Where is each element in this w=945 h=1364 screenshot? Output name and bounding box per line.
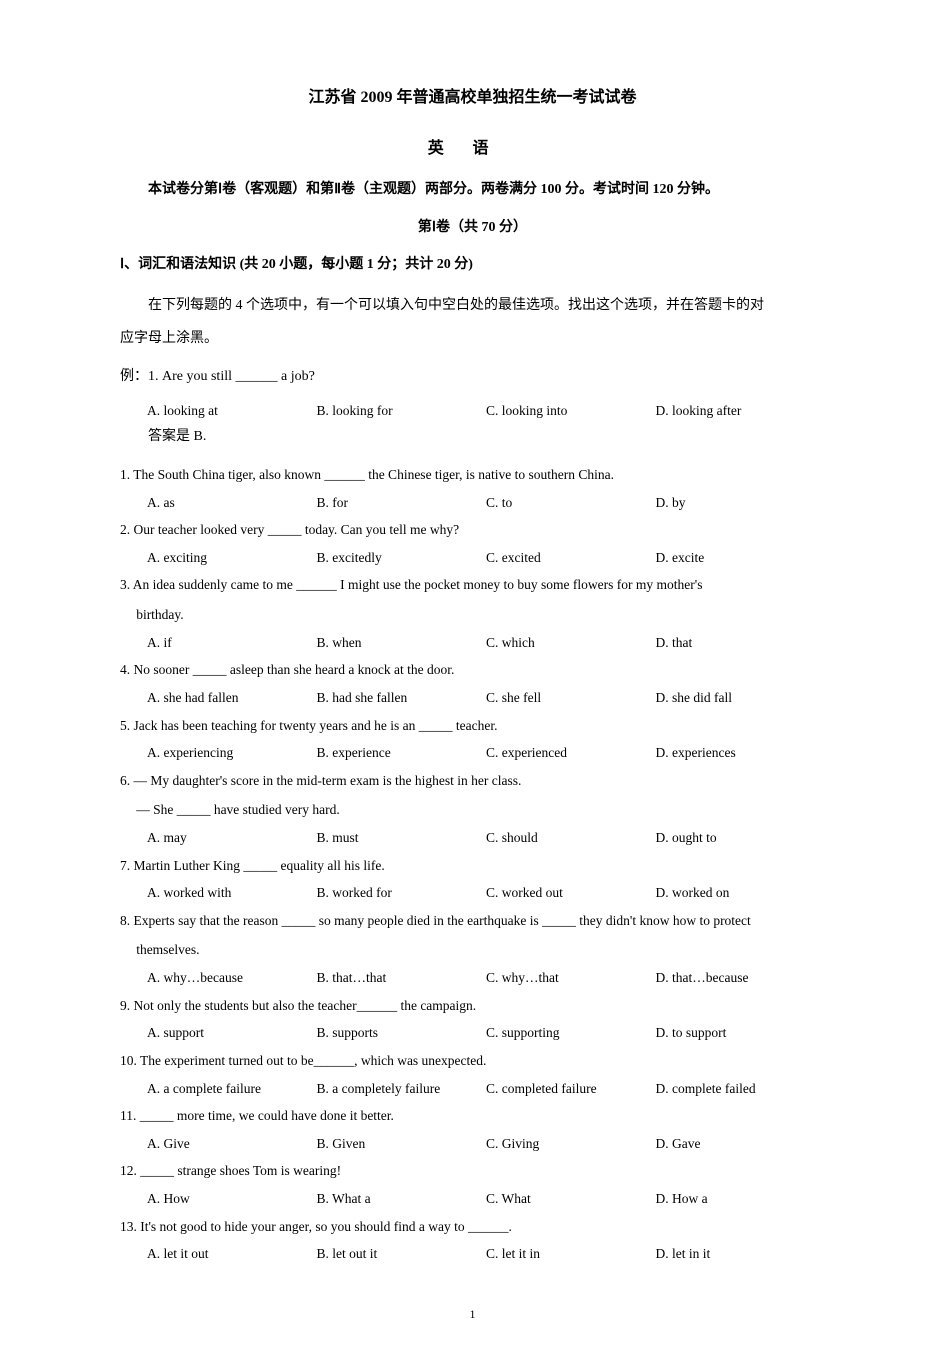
option-a: A. may: [147, 827, 317, 849]
option-c: C. supporting: [486, 1022, 656, 1044]
option-a: A. experiencing: [147, 742, 317, 764]
option-c: C. worked out: [486, 882, 656, 904]
question-options: A. ifB. whenC. whichD. that: [120, 632, 825, 654]
question-text: 6. — My daughter's score in the mid-term…: [120, 768, 825, 794]
option-b: B. Given: [317, 1133, 487, 1155]
question-text: 8. Experts say that the reason _____ so …: [120, 908, 825, 934]
option-b: B. when: [317, 632, 487, 654]
option-a: A. if: [147, 632, 317, 654]
option-c: C. to: [486, 492, 656, 514]
option-b: B. had she fallen: [317, 687, 487, 709]
example-option-d: D. looking after: [656, 400, 826, 422]
question-text: 1. The South China tiger, also known ___…: [120, 462, 825, 488]
option-d: D. let in it: [656, 1243, 826, 1265]
question-text-cont: themselves.: [120, 937, 825, 963]
question-options: A. excitingB. excitedlyC. excitedD. exci…: [120, 547, 825, 569]
option-c: C. Giving: [486, 1133, 656, 1155]
example-answer: 答案是 B.: [120, 426, 825, 448]
option-d: D. experiences: [656, 742, 826, 764]
question-text: 9. Not only the students but also the te…: [120, 993, 825, 1019]
option-d: D. that…because: [656, 967, 826, 989]
question-options: A. she had fallenB. had she fallenC. she…: [120, 687, 825, 709]
page-number: 1: [120, 1305, 825, 1324]
option-a: A. Give: [147, 1133, 317, 1155]
question-text: 12. _____ strange shoes Tom is wearing!: [120, 1158, 825, 1184]
question-options: A. worked withB. worked forC. worked out…: [120, 882, 825, 904]
option-d: D. by: [656, 492, 826, 514]
question-text: 7. Martin Luther King _____ equality all…: [120, 853, 825, 879]
question-options: A. asB. forC. toD. by: [120, 492, 825, 514]
question-text: 10. The experiment turned out to be_____…: [120, 1048, 825, 1074]
option-a: A. How: [147, 1188, 317, 1210]
question-options: A. supportB. supportsC. supportingD. to …: [120, 1022, 825, 1044]
example-option-a: A. looking at: [147, 400, 317, 422]
option-b: B. a completely failure: [317, 1078, 487, 1100]
option-a: A. a complete failure: [147, 1078, 317, 1100]
option-b: B. supports: [317, 1022, 487, 1044]
question-options: A. GiveB. GivenC. GivingD. Gave: [120, 1133, 825, 1155]
section-description-line2: 应字母上涂黑。: [120, 328, 825, 350]
section-description-line1: 在下列每题的 4 个选项中，有一个可以填入句中空白处的最佳选项。找出这个选项，并…: [120, 291, 825, 322]
option-b: B. worked for: [317, 882, 487, 904]
option-c: C. experienced: [486, 742, 656, 764]
question-text-cont: — She _____ have studied very hard.: [120, 797, 825, 823]
option-d: D. she did fall: [656, 687, 826, 709]
option-c: C. should: [486, 827, 656, 849]
option-d: D. Gave: [656, 1133, 826, 1155]
option-b: B. for: [317, 492, 487, 514]
option-b: B. experience: [317, 742, 487, 764]
option-c: C. excited: [486, 547, 656, 569]
option-b: B. must: [317, 827, 487, 849]
option-c: C. What: [486, 1188, 656, 1210]
exam-instruction: 本试卷分第Ⅰ卷（客观题）和第Ⅱ卷（主观题）两部分。两卷满分 100 分。考试时间…: [120, 179, 825, 201]
option-b: B. What a: [317, 1188, 487, 1210]
main-title: 江苏省 2009 年普通高校单独招生统一考试试卷: [120, 85, 825, 111]
question-options: A. let it outB. let out itC. let it inD.…: [120, 1243, 825, 1265]
option-b: B. that…that: [317, 967, 487, 989]
option-d: D. that: [656, 632, 826, 654]
option-a: A. support: [147, 1022, 317, 1044]
subject-title: 英语: [120, 136, 825, 162]
example-options: A. looking at B. looking for C. looking …: [120, 400, 825, 422]
question-options: A. mayB. mustC. shouldD. ought to: [120, 827, 825, 849]
question-options: A. HowB. What aC. WhatD. How a: [120, 1188, 825, 1210]
question-text: 3. An idea suddenly came to me ______ I …: [120, 572, 825, 598]
section-header: Ⅰ、词汇和语法知识 (共 20 小题，每小题 1 分；共计 20 分): [120, 254, 825, 276]
option-b: B. let out it: [317, 1243, 487, 1265]
question-options: A. why…becauseB. that…thatC. why…thatD. …: [120, 967, 825, 989]
option-c: C. let it in: [486, 1243, 656, 1265]
option-b: B. excitedly: [317, 547, 487, 569]
option-d: D. complete failed: [656, 1078, 826, 1100]
example-option-c: C. looking into: [486, 400, 656, 422]
example-question: 例：1. Are you still ______ a job?: [120, 366, 825, 388]
question-options: A. a complete failureB. a completely fai…: [120, 1078, 825, 1100]
option-d: D. ought to: [656, 827, 826, 849]
option-d: D. excite: [656, 547, 826, 569]
questions-container: 1. The South China tiger, also known ___…: [120, 462, 825, 1265]
option-a: A. she had fallen: [147, 687, 317, 709]
option-c: C. completed failure: [486, 1078, 656, 1100]
question-text: 5. Jack has been teaching for twenty yea…: [120, 713, 825, 739]
option-c: C. she fell: [486, 687, 656, 709]
question-text: 11. _____ more time, we could have done …: [120, 1103, 825, 1129]
question-text: 13. It's not good to hide your anger, so…: [120, 1214, 825, 1240]
question-text-cont: birthday.: [120, 602, 825, 628]
question-text: 4. No sooner _____ asleep than she heard…: [120, 657, 825, 683]
option-a: A. why…because: [147, 967, 317, 989]
option-a: A. exciting: [147, 547, 317, 569]
option-a: A. let it out: [147, 1243, 317, 1265]
option-d: D. How a: [656, 1188, 826, 1210]
option-d: D. worked on: [656, 882, 826, 904]
part-header: 第Ⅰ卷（共 70 分）: [120, 217, 825, 239]
question-text: 2. Our teacher looked very _____ today. …: [120, 517, 825, 543]
option-c: C. which: [486, 632, 656, 654]
question-options: A. experiencingB. experienceC. experienc…: [120, 742, 825, 764]
option-d: D. to support: [656, 1022, 826, 1044]
option-a: A. worked with: [147, 882, 317, 904]
option-a: A. as: [147, 492, 317, 514]
example-option-b: B. looking for: [317, 400, 487, 422]
option-c: C. why…that: [486, 967, 656, 989]
